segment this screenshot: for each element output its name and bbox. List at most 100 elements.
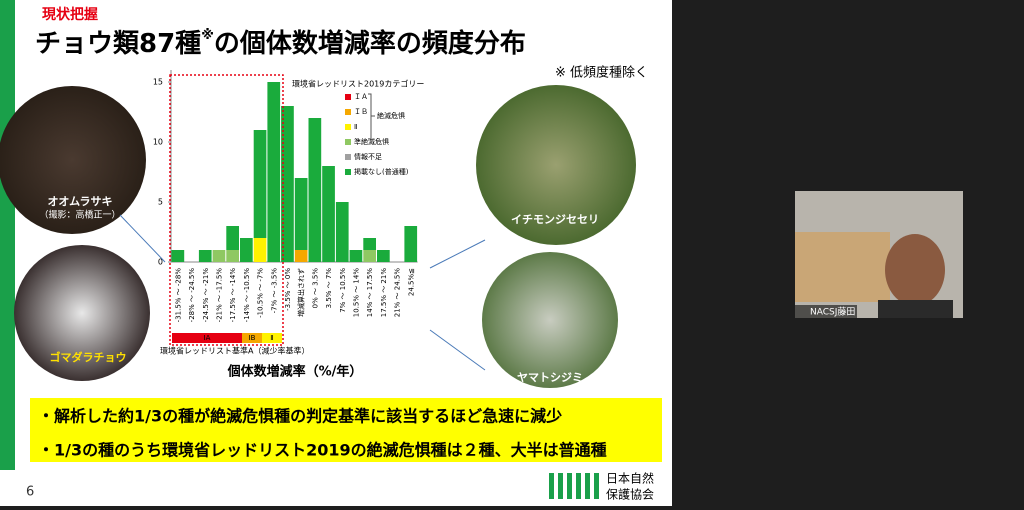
bar-segment — [240, 238, 253, 262]
x-tick-label: 10.5% ～ 14% — [352, 268, 360, 318]
photo-label: オオムラサキ — [47, 195, 112, 208]
legend-swatch — [345, 154, 351, 160]
legend-swatch — [345, 94, 351, 100]
photo — [14, 245, 150, 381]
x-tick-label: -28% ～ -24.5% — [188, 268, 196, 323]
bar-segment — [322, 166, 335, 262]
chart: 0 5 10 15 -31.5% ～ -28% -28% ～ -24.5% -24.5% ～… — [153, 70, 424, 380]
video-person — [878, 300, 953, 318]
legend-group: 絶滅危惧 — [377, 111, 405, 120]
bar-segment — [226, 226, 239, 250]
video-bg — [795, 232, 890, 302]
x-tick-label: -14% ～ -10.5% — [243, 268, 251, 323]
x-tick-label: 21% ～ 24.5% — [394, 268, 402, 318]
legend-label: ＩＡ — [354, 93, 368, 101]
legend-label: 情報不足 — [354, 152, 382, 161]
summary-box — [30, 398, 662, 462]
bar-segment — [212, 250, 226, 262]
legend-swatch — [345, 109, 351, 115]
legend-bracket — [368, 93, 375, 140]
photo-label: イチモンジセセリ — [511, 213, 599, 226]
x-tick-label: 0% ～ 3.5% — [311, 268, 319, 309]
x-tick-label: -7% ～ -3.5% — [270, 268, 278, 314]
x-tick-label: -31.5% ～ -28% — [174, 268, 182, 323]
bar-segment — [363, 238, 376, 250]
legend-title: 環境省レッドリスト2019カテゴリー — [292, 79, 424, 89]
title-main: チョウ類87種 — [35, 29, 201, 59]
bar-segment — [253, 130, 267, 238]
legend-label: 掲載なし(普通種) — [354, 167, 409, 176]
legend-swatch — [345, 139, 351, 145]
logo-mark — [549, 473, 599, 499]
participant-name: NACSJ藤田 — [810, 306, 855, 318]
x-axis-label: 個体数増減率（%/年） — [227, 364, 363, 380]
photo-label: ゴマダラチョウ — [50, 350, 127, 364]
bar-segment — [294, 250, 308, 262]
summary-point: ・解析した約1/3の種が絶滅危惧種の判定基準に該当するほど急速に減少 — [38, 407, 562, 426]
note: ※ 低頻度種除く — [555, 65, 648, 81]
bar-segment — [267, 82, 281, 262]
photo — [0, 86, 146, 234]
photo-label: （撮影：高橋正一） — [39, 209, 120, 221]
bar-segment — [294, 178, 308, 250]
legend-label: ＩＢ — [354, 108, 368, 116]
x-tick-label: 3.5% ～ 7% — [325, 268, 333, 309]
x-tick-label: -24.5% ～ -21% — [202, 268, 210, 323]
slide-title: チョウ類87種※の個体数増減率の頻度分布 — [35, 28, 526, 59]
logo-text: 日本自然 — [606, 471, 654, 486]
bar-segment — [363, 250, 376, 262]
bar-segment — [253, 238, 267, 262]
page-number: 6 — [26, 485, 34, 500]
logo-text: 保護協会 — [606, 487, 654, 502]
criteria-band — [262, 333, 282, 343]
criteria-caption: 環境省レッドリスト基準A（減少率基準） — [160, 346, 309, 356]
connector — [429, 329, 486, 371]
connector — [429, 239, 486, 269]
bar-segment — [377, 250, 390, 262]
y-tick-label: 5 — [158, 198, 163, 207]
legend-label: Ⅱ — [354, 123, 357, 131]
photo-label: ヤマトシジミ — [517, 371, 583, 384]
bar-segment — [335, 202, 349, 262]
photo — [482, 252, 618, 388]
x-tick-label: 14% ～ 17.5% — [366, 268, 374, 318]
bar-segment — [281, 106, 294, 262]
x-tick-label: -3.5% ～ 0% — [284, 268, 292, 311]
x-tick-label: -17.5% ～ -14% — [229, 268, 237, 323]
slide-stripe — [0, 0, 15, 470]
y-tick-label: 0 — [158, 258, 163, 267]
bar-segment — [198, 250, 212, 262]
criteria-label: IA — [204, 334, 211, 342]
title-rest: の個体数増減率の頻度分布 — [214, 28, 526, 59]
x-tick-label: -21% ～ -17.5% — [215, 268, 223, 323]
bar-segment — [349, 250, 363, 262]
criteria-band — [172, 333, 242, 343]
bar-segment — [404, 226, 418, 262]
title-mark: ※ — [201, 28, 214, 43]
name-tag — [795, 305, 857, 318]
x-tick-label: -10.5% ～ -7% — [257, 268, 265, 318]
bar-segment — [171, 250, 185, 262]
video-person — [885, 234, 945, 306]
legend-label: 準絶滅危惧 — [354, 137, 389, 146]
criteria-label: IB — [249, 334, 256, 342]
bar-segment — [308, 118, 322, 262]
slide-tag: 現状把握 — [42, 6, 98, 23]
y-tick-label: 10 — [153, 138, 163, 147]
x-tick-label: 17.5% ～ 21% — [380, 268, 388, 318]
x-tick-label: 増減算出されず — [297, 268, 306, 317]
x-tick-label: 7% ～ 10.5% — [339, 268, 347, 313]
summary-point: ・1/3の種のうち環境省レッドリスト2019の絶滅危惧種は２種、大半は普通種 — [38, 441, 607, 460]
connector — [119, 214, 166, 263]
x-tick-label: 24.5%≦ — [407, 268, 415, 296]
criteria-band — [242, 333, 262, 343]
criteria-frame — [169, 74, 284, 346]
y-tick-label: 15 — [153, 78, 163, 87]
legend-swatch — [345, 124, 351, 130]
photo — [476, 85, 636, 245]
bar-segment — [226, 250, 239, 262]
legend-swatch — [345, 169, 351, 175]
criteria-label: Ⅱ — [270, 334, 273, 342]
